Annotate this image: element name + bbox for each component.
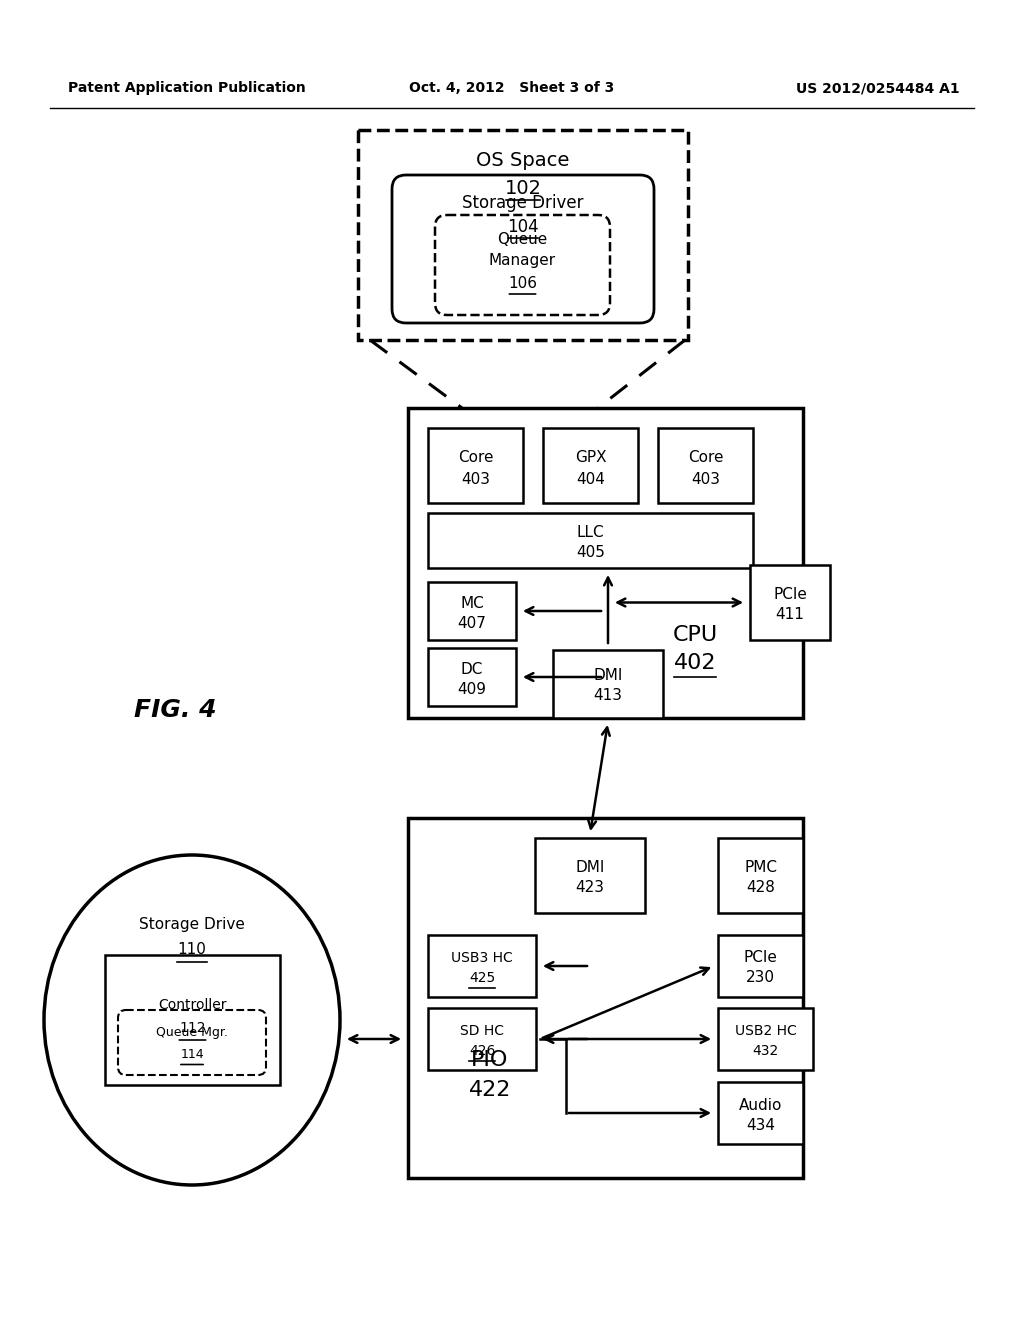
Bar bbox=[718, 1082, 803, 1144]
Bar bbox=[408, 408, 803, 718]
Bar bbox=[543, 428, 638, 503]
Text: 423: 423 bbox=[575, 880, 604, 895]
Text: US 2012/0254484 A1: US 2012/0254484 A1 bbox=[797, 81, 961, 95]
Text: PMC: PMC bbox=[744, 861, 777, 875]
Text: Storage Driver: Storage Driver bbox=[462, 194, 584, 213]
Text: 407: 407 bbox=[458, 615, 486, 631]
Text: 106: 106 bbox=[508, 276, 537, 290]
Text: 403: 403 bbox=[461, 473, 490, 487]
Bar bbox=[105, 954, 280, 1085]
Text: 112: 112 bbox=[179, 1020, 206, 1035]
Bar bbox=[428, 648, 516, 706]
Text: OS Space: OS Space bbox=[476, 150, 569, 169]
Text: 402: 402 bbox=[674, 653, 716, 673]
FancyBboxPatch shape bbox=[435, 215, 610, 315]
Text: Queue Mgr.: Queue Mgr. bbox=[156, 1026, 228, 1039]
Text: Oct. 4, 2012   Sheet 3 of 3: Oct. 4, 2012 Sheet 3 of 3 bbox=[410, 81, 614, 95]
Text: Storage Drive: Storage Drive bbox=[139, 917, 245, 932]
Text: 422: 422 bbox=[469, 1080, 511, 1100]
Text: 404: 404 bbox=[577, 473, 605, 487]
Text: 110: 110 bbox=[177, 942, 207, 957]
Text: PCIe: PCIe bbox=[773, 587, 807, 602]
Bar bbox=[428, 513, 753, 568]
FancyBboxPatch shape bbox=[118, 1010, 266, 1074]
FancyBboxPatch shape bbox=[392, 176, 654, 323]
Text: Core: Core bbox=[688, 450, 723, 465]
Text: USB3 HC: USB3 HC bbox=[452, 950, 513, 965]
Text: Controller: Controller bbox=[159, 998, 226, 1012]
Text: Core: Core bbox=[458, 450, 494, 465]
Bar bbox=[428, 1008, 536, 1071]
Bar bbox=[553, 649, 663, 718]
Text: PCIe: PCIe bbox=[743, 950, 777, 965]
Text: Patent Application Publication: Patent Application Publication bbox=[68, 81, 306, 95]
Text: 114: 114 bbox=[180, 1048, 204, 1061]
Text: 425: 425 bbox=[469, 972, 496, 985]
Text: SD HC: SD HC bbox=[460, 1024, 504, 1038]
Text: 104: 104 bbox=[507, 218, 539, 236]
Text: 409: 409 bbox=[458, 681, 486, 697]
Text: 405: 405 bbox=[577, 545, 605, 560]
Text: 411: 411 bbox=[775, 607, 805, 622]
Bar bbox=[718, 838, 803, 913]
Text: Audio: Audio bbox=[738, 1097, 782, 1113]
Bar bbox=[358, 129, 688, 341]
Text: MC: MC bbox=[460, 595, 484, 610]
Bar bbox=[428, 582, 516, 640]
Bar bbox=[408, 818, 803, 1177]
Text: DMI: DMI bbox=[575, 861, 605, 875]
Text: DMI: DMI bbox=[593, 668, 623, 684]
Text: 434: 434 bbox=[746, 1118, 775, 1133]
Text: CPU: CPU bbox=[673, 624, 718, 645]
Text: 426: 426 bbox=[469, 1044, 496, 1059]
Text: Queue: Queue bbox=[498, 232, 548, 248]
Text: 230: 230 bbox=[746, 970, 775, 986]
Text: 413: 413 bbox=[594, 689, 623, 704]
Text: 428: 428 bbox=[746, 880, 775, 895]
Text: 102: 102 bbox=[505, 178, 542, 198]
Text: DC: DC bbox=[461, 661, 483, 676]
Text: 432: 432 bbox=[753, 1044, 778, 1059]
Text: LLC: LLC bbox=[577, 525, 604, 540]
Text: USB2 HC: USB2 HC bbox=[734, 1024, 797, 1038]
Ellipse shape bbox=[44, 855, 340, 1185]
Text: GPX: GPX bbox=[574, 450, 606, 465]
Bar bbox=[428, 428, 523, 503]
Text: FIG. 4: FIG. 4 bbox=[134, 698, 216, 722]
Bar bbox=[718, 935, 803, 997]
Text: Manager: Manager bbox=[488, 252, 556, 268]
Text: PIO: PIO bbox=[471, 1049, 509, 1071]
Bar bbox=[750, 565, 830, 640]
Bar bbox=[718, 1008, 813, 1071]
Bar bbox=[428, 935, 536, 997]
Bar bbox=[535, 838, 645, 913]
Text: 403: 403 bbox=[691, 473, 720, 487]
Bar bbox=[658, 428, 753, 503]
